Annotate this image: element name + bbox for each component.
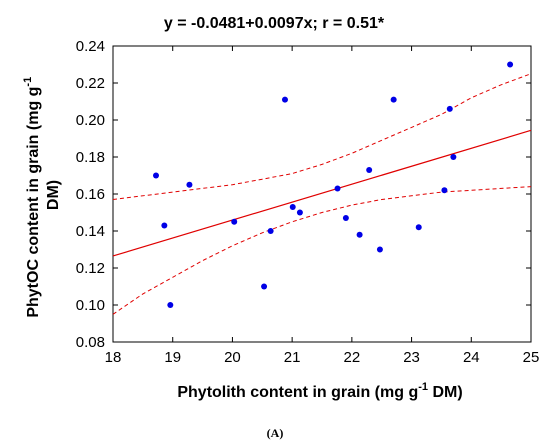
- figure-caption: (A): [267, 426, 284, 440]
- x-axis-label-tail: DM): [428, 384, 463, 401]
- data-point: [267, 228, 274, 234]
- x-axis-label-main: Phytolith content in grain (mg g: [177, 384, 418, 401]
- y-tick-label: 0.16: [76, 186, 105, 203]
- data-point: [415, 224, 422, 231]
- data-point: [334, 185, 341, 192]
- data-point: [281, 96, 288, 103]
- x-tick-label: 25: [523, 349, 540, 366]
- data-point: [167, 302, 174, 308]
- data-point: [390, 96, 397, 103]
- data-point: [376, 246, 383, 253]
- confidence-band-lower: [112, 186, 532, 315]
- data-point: [356, 231, 363, 238]
- data-point: [296, 209, 303, 216]
- y-axis-label: PhytOC content in grain (mg g-1 DM): [18, 72, 62, 317]
- y-axis-label-main: PhytOC content in grain (mg g: [25, 87, 42, 318]
- x-axis-ticks: 18 19 20 21 22 23 24 25: [105, 46, 540, 366]
- x-tick-label: 18: [105, 349, 122, 366]
- data-point: [342, 215, 349, 222]
- chart-title: y = -0.0481+0.0097x; r = 0.51*: [164, 15, 385, 32]
- y-tick-label: 0.08: [76, 334, 105, 351]
- data-point: [161, 222, 168, 229]
- x-axis-label-superscript: -1: [418, 381, 428, 393]
- data-point: [186, 181, 193, 188]
- y-tick-label: 0.14: [76, 223, 105, 240]
- x-axis-label: Phytolith content in grain (mg g-1 DM): [177, 381, 462, 401]
- x-tick-label: 20: [224, 349, 241, 366]
- y-tick-label: 0.22: [76, 75, 105, 92]
- y-tick-label: 0.24: [76, 38, 105, 55]
- x-tick-label: 19: [164, 349, 181, 366]
- y-axis-label-superscript: -1: [22, 77, 34, 87]
- data-point: [289, 203, 296, 210]
- data-point: [507, 61, 514, 68]
- y-axis-ticks: 0.24 0.22 0.20 0.18 0.16 0.14 0.12 0.10 0.08: [76, 38, 531, 351]
- x-tick-label: 21: [284, 349, 301, 366]
- data-point: [152, 172, 159, 179]
- data-point: [261, 283, 268, 290]
- data-point: [441, 187, 448, 194]
- confidence-band-upper: [112, 73, 532, 200]
- data-point: [231, 218, 238, 225]
- y-tick-label: 0.12: [76, 260, 105, 277]
- y-tick-label: 0.18: [76, 149, 105, 166]
- data-point: [366, 166, 373, 173]
- plot-frame: [112, 45, 532, 343]
- y-tick-label: 0.20: [76, 112, 105, 129]
- x-tick-label: 24: [463, 349, 480, 366]
- x-tick-label: 22: [344, 349, 361, 366]
- data-point: [450, 154, 457, 160]
- x-tick-label: 23: [403, 349, 420, 366]
- regression-line: [112, 129, 532, 257]
- data-point: [446, 105, 453, 112]
- y-axis-label-second-line: DM): [45, 180, 62, 210]
- data-points: [152, 61, 514, 308]
- y-tick-label: 0.10: [76, 297, 105, 314]
